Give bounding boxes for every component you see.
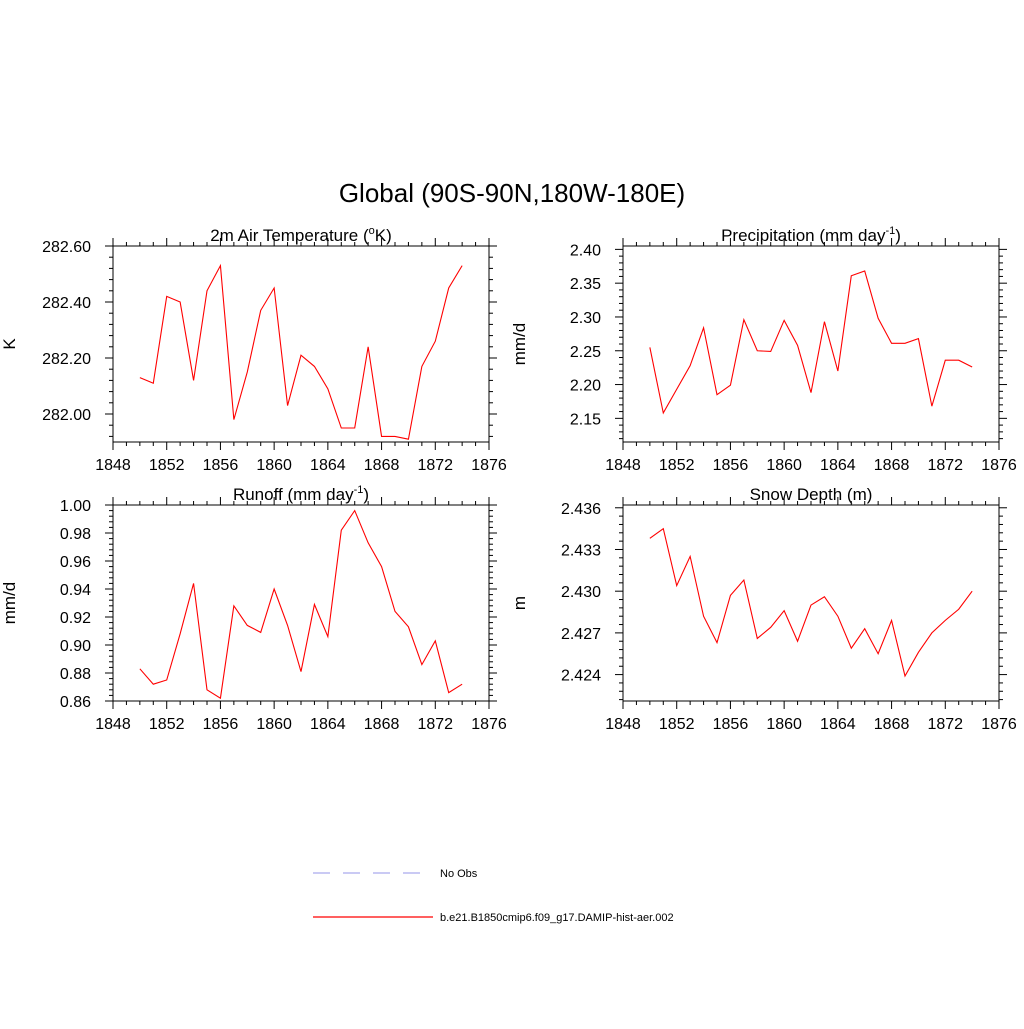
y-tick-label: 2.20 <box>570 378 601 395</box>
y-tick-label: 2.25 <box>570 344 601 361</box>
y-axis-label: m <box>510 596 529 610</box>
x-tick-label: 1848 <box>605 457 641 474</box>
panel-title-tail: ) <box>895 226 901 245</box>
y-axis-label: K <box>0 338 19 350</box>
x-tick-label: 1864 <box>820 457 856 474</box>
x-tick-label: 1864 <box>310 457 346 474</box>
series-line-1 <box>649 527 973 678</box>
plot-frame <box>112 245 490 443</box>
y-tick-label: 282.60 <box>42 239 91 256</box>
y-tick-label: 0.92 <box>60 610 91 627</box>
y-tick-label: 2.30 <box>570 310 601 327</box>
series-line-1 <box>139 263 463 440</box>
x-tick-label: 1860 <box>766 716 802 733</box>
legend-item-2: b.e21.B1850cmip6.f09_g17.DAMIP-hist-aer.… <box>313 912 674 924</box>
y-tick-label: 2.433 <box>561 542 601 559</box>
figure-title: Global (90S-90N,180W-180E) <box>339 178 685 208</box>
x-tick-label: 1856 <box>203 716 239 733</box>
panel-title: Runoff (mm day-1) <box>233 484 369 504</box>
x-tick-label: 1860 <box>256 716 292 733</box>
chart-panel-1: 2m Air Temperature (oK) K 1848 1852 1856 1860… <box>0 225 507 474</box>
legend-label: No Obs <box>440 868 478 880</box>
series-line-1 <box>139 509 463 700</box>
x-tick-label: 1864 <box>310 716 346 733</box>
x-tick-label: 1872 <box>417 457 453 474</box>
y-tick-label: 2.15 <box>570 411 601 428</box>
panel-title-superscript: -1 <box>885 225 895 237</box>
plot-frame <box>622 504 1000 702</box>
panels: 2m Air Temperature (oK) K 1848 1852 1856 1860… <box>0 225 1017 733</box>
x-tick-label: 1876 <box>471 457 507 474</box>
x-tick-label: 1856 <box>203 457 239 474</box>
y-tick-label: 0.90 <box>60 638 91 655</box>
chart-panel-2: Precipitation (mm day-1) mm/d 1848 1852 1856… <box>510 225 1017 474</box>
panel-title: 2m Air Temperature (oK) <box>210 225 392 245</box>
x-tick-label: 1868 <box>874 716 910 733</box>
panel-title-main: Runoff (mm day <box>233 485 354 504</box>
x-tick-label: 1876 <box>981 457 1017 474</box>
x-tick-label: 1852 <box>659 457 695 474</box>
legend: No Obs b.e21.B1850cmip6.f09_g17.DAMIP-his… <box>313 868 674 924</box>
x-tick-label: 1876 <box>981 716 1017 733</box>
legend-item-1: No Obs <box>313 868 478 880</box>
y-tick-label: 0.94 <box>60 582 91 599</box>
panel-title-main: Snow Depth (m) <box>750 485 873 504</box>
legend-label: b.e21.B1850cmip6.f09_g17.DAMIP-hist-aer.… <box>440 912 674 924</box>
x-tick-label: 1852 <box>659 716 695 733</box>
x-tick-label: 1848 <box>95 716 131 733</box>
panel-title-superscript: o <box>369 225 375 237</box>
y-tick-label: 0.88 <box>60 666 91 683</box>
y-tick-label: 2.35 <box>570 276 601 293</box>
y-tick-label: 0.86 <box>60 694 91 711</box>
chart-panel-4: Snow Depth (m) m 1848 1852 1856 1860 1864 1868 1… <box>510 485 1017 733</box>
x-tick-label: 1852 <box>149 716 185 733</box>
panel-title-tail: K) <box>375 226 392 245</box>
x-tick-label: 1856 <box>713 457 749 474</box>
x-tick-label: 1872 <box>927 457 963 474</box>
series-line-1 <box>649 270 973 415</box>
y-tick-label: 282.40 <box>42 295 91 312</box>
x-tick-label: 1868 <box>364 457 400 474</box>
y-tick-label: 2.40 <box>570 242 601 259</box>
x-tick-label: 1872 <box>927 716 963 733</box>
y-axis-label: mm/d <box>510 323 529 366</box>
chart-panel-3: Runoff (mm day-1) mm/d 1848 1852 1856 1860 186… <box>0 484 507 733</box>
y-tick-label: 2.436 <box>561 501 601 518</box>
x-tick-label: 1852 <box>149 457 185 474</box>
x-tick-label: 1848 <box>605 716 641 733</box>
x-tick-label: 1872 <box>417 716 453 733</box>
y-tick-label: 2.430 <box>561 584 601 601</box>
y-tick-label: 2.424 <box>561 668 601 685</box>
panel-title-superscript: -1 <box>354 484 364 496</box>
x-tick-label: 1860 <box>766 457 802 474</box>
x-tick-label: 1868 <box>874 457 910 474</box>
y-tick-label: 0.98 <box>60 526 91 543</box>
y-tick-label: 2.427 <box>561 626 601 643</box>
x-tick-label: 1848 <box>95 457 131 474</box>
panel-title-main: 2m Air Temperature ( <box>210 226 369 245</box>
y-tick-label: 0.96 <box>60 554 91 571</box>
x-tick-label: 1856 <box>713 716 749 733</box>
x-tick-label: 1876 <box>471 716 507 733</box>
x-tick-label: 1868 <box>364 716 400 733</box>
y-tick-label: 282.20 <box>42 351 91 368</box>
y-tick-label: 1.00 <box>60 498 91 515</box>
panel-title-main: Precipitation (mm day <box>721 226 886 245</box>
panel-title: Snow Depth (m) <box>750 485 873 504</box>
y-tick-label: 282.00 <box>42 407 91 424</box>
panel-title-tail: ) <box>363 485 369 504</box>
panel-title: Precipitation (mm day-1) <box>721 225 901 245</box>
y-axis-label: mm/d <box>0 582 19 625</box>
x-tick-label: 1860 <box>256 457 292 474</box>
x-tick-label: 1864 <box>820 716 856 733</box>
plot-frame <box>622 245 1000 443</box>
